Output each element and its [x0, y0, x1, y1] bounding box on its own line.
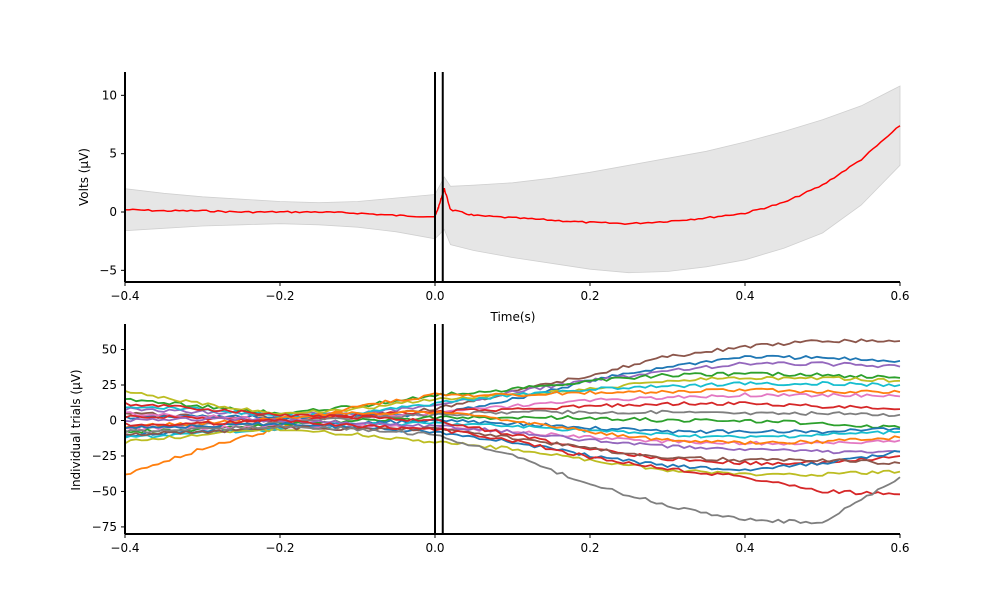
trial-trace	[124, 417, 901, 455]
stimulus-markers	[434, 72, 444, 282]
y-tick-label: 10	[102, 88, 117, 102]
trial-trace	[124, 427, 901, 477]
trial-lines-layer	[124, 338, 901, 525]
x-tick-label: −0.4	[110, 541, 139, 555]
x-tick-label: −0.2	[265, 541, 294, 555]
trial-trace	[124, 354, 901, 421]
trial-trace	[124, 338, 901, 421]
x-tick-label: 0.2	[580, 289, 599, 303]
average-y-ticks: −5 0 5 10	[99, 88, 125, 277]
x-tick-label: 0.6	[890, 541, 909, 555]
x-tick-label: 0.4	[735, 289, 754, 303]
trials-y-ticks: −75 −50 −25 0 25 50	[92, 343, 125, 534]
trial-trace	[124, 387, 901, 476]
average-axes	[124, 72, 900, 283]
x-tick-label: 0.4	[735, 541, 754, 555]
mean-line-layer	[124, 125, 901, 225]
y-tick-label: −25	[92, 449, 117, 463]
x-tick-label: −0.4	[110, 289, 139, 303]
trial-trace	[124, 415, 901, 434]
average-y-axis-label: Volts (μV)	[77, 148, 91, 206]
mean-trace	[124, 125, 901, 225]
std-band	[124, 85, 901, 274]
trial-trace	[124, 424, 901, 525]
trials-axes	[124, 324, 900, 535]
trials-x-ticks: −0.4 −0.2 0.0 0.2 0.4 0.6	[110, 534, 910, 555]
trial-trace	[124, 425, 901, 465]
y-tick-label: 5	[109, 147, 117, 161]
average-panel: −0.4 −0.2 0.0 0.2 0.4 0.6 −5 0 5 10 Time(s) Volt…	[77, 72, 910, 324]
y-tick-label: −75	[92, 520, 117, 534]
x-tick-label: −0.2	[265, 289, 294, 303]
y-tick-label: 0	[109, 413, 117, 427]
y-tick-label: −5	[99, 263, 117, 277]
average-x-ticks: −0.4 −0.2 0.0 0.2 0.4 0.6	[110, 282, 910, 303]
x-tick-label: 0.0	[425, 541, 444, 555]
trial-trace	[124, 418, 901, 496]
x-tick-label: 0.6	[890, 289, 909, 303]
trials-panel: −0.4 −0.2 0.0 0.2 0.4 0.6 −75 −50 −25 0 25 50 Indi…	[69, 324, 910, 555]
y-tick-label: −50	[92, 484, 117, 498]
trials-y-axis-label: Individual trials (μV)	[69, 369, 83, 490]
trial-trace	[124, 401, 901, 466]
average-x-axis-label: Time(s)	[490, 310, 536, 324]
trial-trace	[124, 421, 901, 472]
y-tick-label: 25	[102, 378, 117, 392]
std-band-layer	[124, 85, 901, 274]
x-tick-label: 0.2	[580, 541, 599, 555]
y-tick-label: 50	[102, 343, 117, 357]
x-tick-label: 0.0	[425, 289, 444, 303]
trial-stimulus-markers	[434, 324, 444, 534]
y-tick-label: 0	[109, 205, 117, 219]
